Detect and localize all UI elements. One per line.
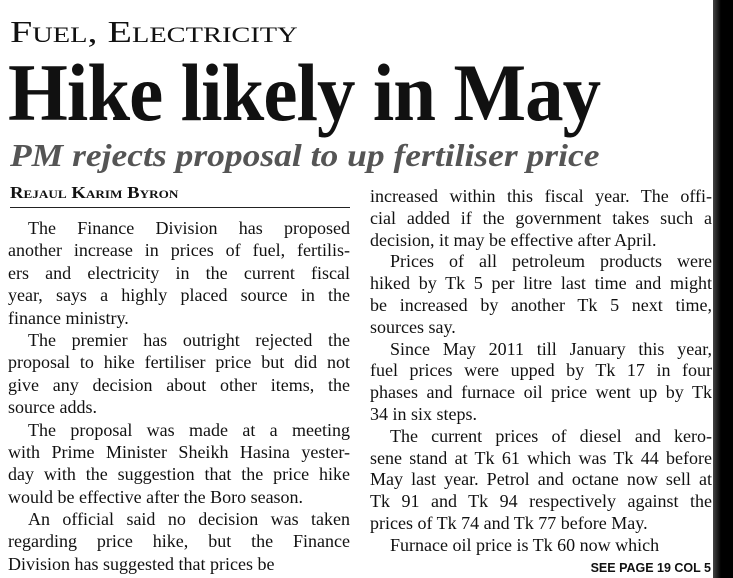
text: regarding price hike, but the Finance: [8, 531, 350, 552]
text: Furnace oil price is Tk 60 now which: [390, 534, 660, 555]
text-line: 34 in six steps.: [370, 404, 712, 426]
text: Tk 91 and Tk 94 respectively against the: [370, 491, 712, 512]
text: be increased by another Tk 5 next time,: [370, 294, 712, 315]
text-line: sene stand at Tk 61 which was Tk 44 befo…: [370, 448, 712, 470]
text-line: proposal to hike fertiliser price but di…: [8, 351, 350, 373]
text: Since May 2011 till January this year,: [390, 338, 712, 359]
headline: Hike likely in May: [8, 47, 601, 138]
text-line: another increase in prices of fuel, fert…: [8, 239, 350, 261]
text-line: decision, it may be effective after Apri…: [370, 230, 712, 252]
text-line: regarding price hike, but the Finance: [8, 530, 350, 552]
text: increased within this fiscal year. The o…: [370, 186, 712, 206]
text: would be effective after the Boro season…: [8, 486, 304, 507]
kicker: Fuel, Electricity: [10, 14, 298, 49]
text: Prices of all petroleum products were: [390, 251, 712, 272]
text-line: Furnace oil price is Tk 60 now which: [370, 535, 712, 557]
text: day with the suggestion that the price h…: [8, 464, 350, 485]
text-line: finance ministry.: [8, 307, 350, 329]
text-line: cial added if the government takes such …: [370, 208, 712, 230]
text: sene stand at Tk 61 which was Tk 44 befo…: [370, 447, 712, 468]
text: Division has suggested that prices be: [8, 553, 275, 574]
text-line: would be effective after the Boro season…: [8, 486, 350, 508]
text: The current prices of diesel and kero-: [390, 425, 712, 446]
text-line: fuel prices were upped by Tk 17 in four: [370, 360, 712, 382]
jump-line: SEE PAGE 19 COL 5: [590, 561, 711, 575]
text: The proposal was made at a meeting: [28, 419, 350, 440]
text-line: source adds.: [8, 396, 350, 418]
text: fuel prices were upped by Tk 17 in four: [370, 360, 712, 381]
column: increased within this fiscal year. The o…: [370, 186, 712, 557]
text-line: May last year. Petrol and octane now sel…: [370, 469, 712, 491]
text-line: prices of Tk 74 and Tk 77 before May.: [370, 513, 712, 535]
text: year, says a highly placed source in the: [8, 285, 350, 306]
text-line: Division has suggested that prices be: [8, 553, 350, 575]
text-line: sources say.: [370, 317, 712, 339]
text: prices of Tk 74 and Tk 77 before May.: [370, 512, 648, 533]
text: proposal to hike fertiliser price but di…: [8, 352, 350, 373]
text: source adds.: [8, 397, 97, 418]
byline: Rejaul Karim Byron: [10, 183, 179, 202]
text-line: An official said no decision was taken: [8, 508, 350, 530]
text-line: The current prices of diesel and kero-: [370, 426, 712, 448]
text: An official said no decision was taken: [28, 509, 350, 530]
text-line: increased within this fiscal year. The o…: [370, 186, 712, 208]
text: decision, it may be effective after Apri…: [370, 229, 657, 250]
text: cial added if the government takes such …: [370, 207, 712, 228]
text: The Finance Division has proposed: [28, 218, 350, 238]
text-line: year, says a highly placed source in the: [8, 284, 350, 306]
text: phases and furnace oil price went up by …: [370, 382, 712, 403]
text-line: Since May 2011 till January this year,: [370, 339, 712, 361]
text: hiked by Tk 5 per litre last time and mi…: [370, 273, 712, 294]
text: finance ministry.: [8, 307, 129, 328]
subheadline: PM rejects proposal to up fertiliser pri…: [10, 137, 600, 173]
text-line: be increased by another Tk 5 next time,: [370, 295, 712, 317]
text-line: give any decision about other items, the: [8, 374, 350, 396]
text-line: The premier has outright rejected the: [8, 329, 350, 351]
column: The Finance Division has proposed another…: [8, 217, 350, 575]
text-line: with Prime Minister Sheikh Hasina yester…: [8, 441, 350, 463]
text: give any decision about other items, the: [8, 374, 350, 395]
text: 34 in six steps.: [370, 403, 478, 424]
text-line: Tk 91 and Tk 94 respectively against the: [370, 491, 712, 513]
byline-rule: [10, 207, 350, 208]
text-line: phases and furnace oil price went up by …: [370, 382, 712, 404]
text-line: Prices of all petroleum products were: [370, 251, 712, 273]
page-edge: [713, 0, 733, 578]
text-line: The proposal was made at a meeting: [8, 419, 350, 441]
text: with Prime Minister Sheikh Hasina yester…: [8, 441, 350, 462]
text-line: The Finance Division has proposed: [8, 217, 350, 239]
text: another increase in prices of fuel, fert…: [8, 240, 350, 261]
text: ers and electricity in the current fisca…: [8, 262, 350, 283]
text: May last year. Petrol and octane now sel…: [370, 469, 712, 490]
text: sources say.: [370, 316, 456, 337]
text: The premier has outright rejected the: [28, 329, 350, 350]
text-line: day with the suggestion that the price h…: [8, 463, 350, 485]
text-line: hiked by Tk 5 per litre last time and mi…: [370, 273, 712, 295]
text-line: ers and electricity in the current fisca…: [8, 262, 350, 284]
